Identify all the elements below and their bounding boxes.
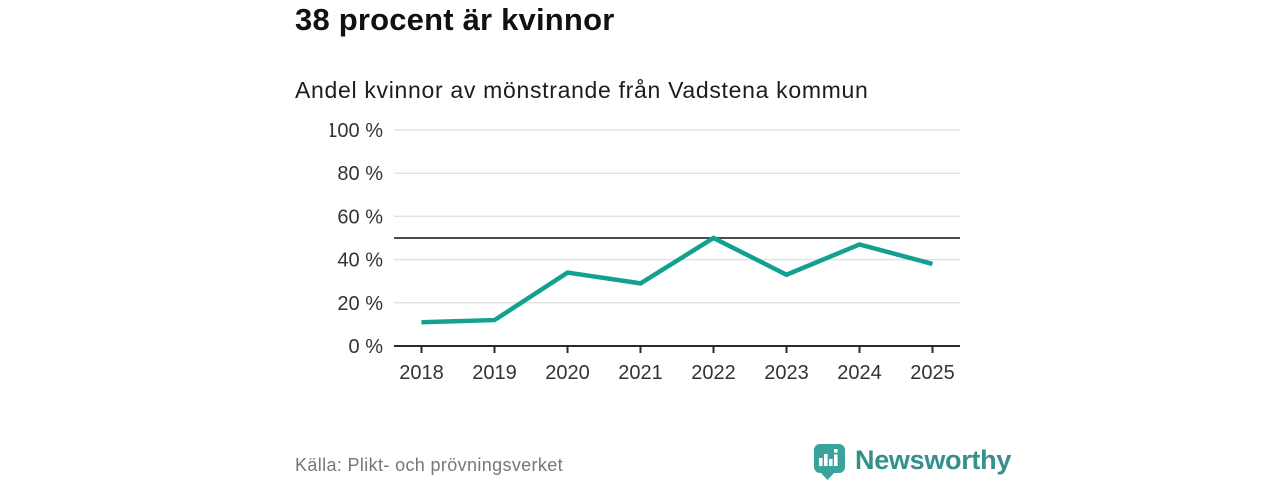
y-tick-label: 100 % xyxy=(330,120,383,142)
page-title: 38 procent är kvinnor xyxy=(295,2,615,37)
x-tick-label: 2019 xyxy=(472,362,517,384)
newsworthy-brand: Newsworthy xyxy=(812,443,1011,485)
source-note: Källa: Plikt- och prövningsverket xyxy=(295,455,563,475)
newsworthy-logo-icon xyxy=(812,443,846,485)
y-tick-label: 60 % xyxy=(337,206,383,228)
y-tick-label: 20 % xyxy=(337,293,383,315)
y-tick-label: 0 % xyxy=(349,336,384,358)
chart-subtitle: Andel kvinnor av mönstrande från Vadsten… xyxy=(295,77,869,103)
x-tick-label: 2024 xyxy=(837,362,882,384)
x-tick-label: 2023 xyxy=(764,362,809,384)
data-line xyxy=(421,235,934,325)
newsworthy-wordmark: Newsworthy xyxy=(855,445,1012,475)
x-tick-label: 2025 xyxy=(910,362,955,384)
x-tick-label: 2020 xyxy=(545,362,590,384)
x-tick-label: 2018 xyxy=(399,362,444,384)
line-chart: 0 % 20 % 40 % 60 % 80 % 100 % 2018 2019 2020 2021… xyxy=(330,120,960,384)
x-tick-label: 2021 xyxy=(618,362,663,384)
y-tick-label: 80 % xyxy=(337,163,383,185)
y-tick-label: 40 % xyxy=(337,250,383,272)
x-tick-label: 2022 xyxy=(691,362,736,384)
